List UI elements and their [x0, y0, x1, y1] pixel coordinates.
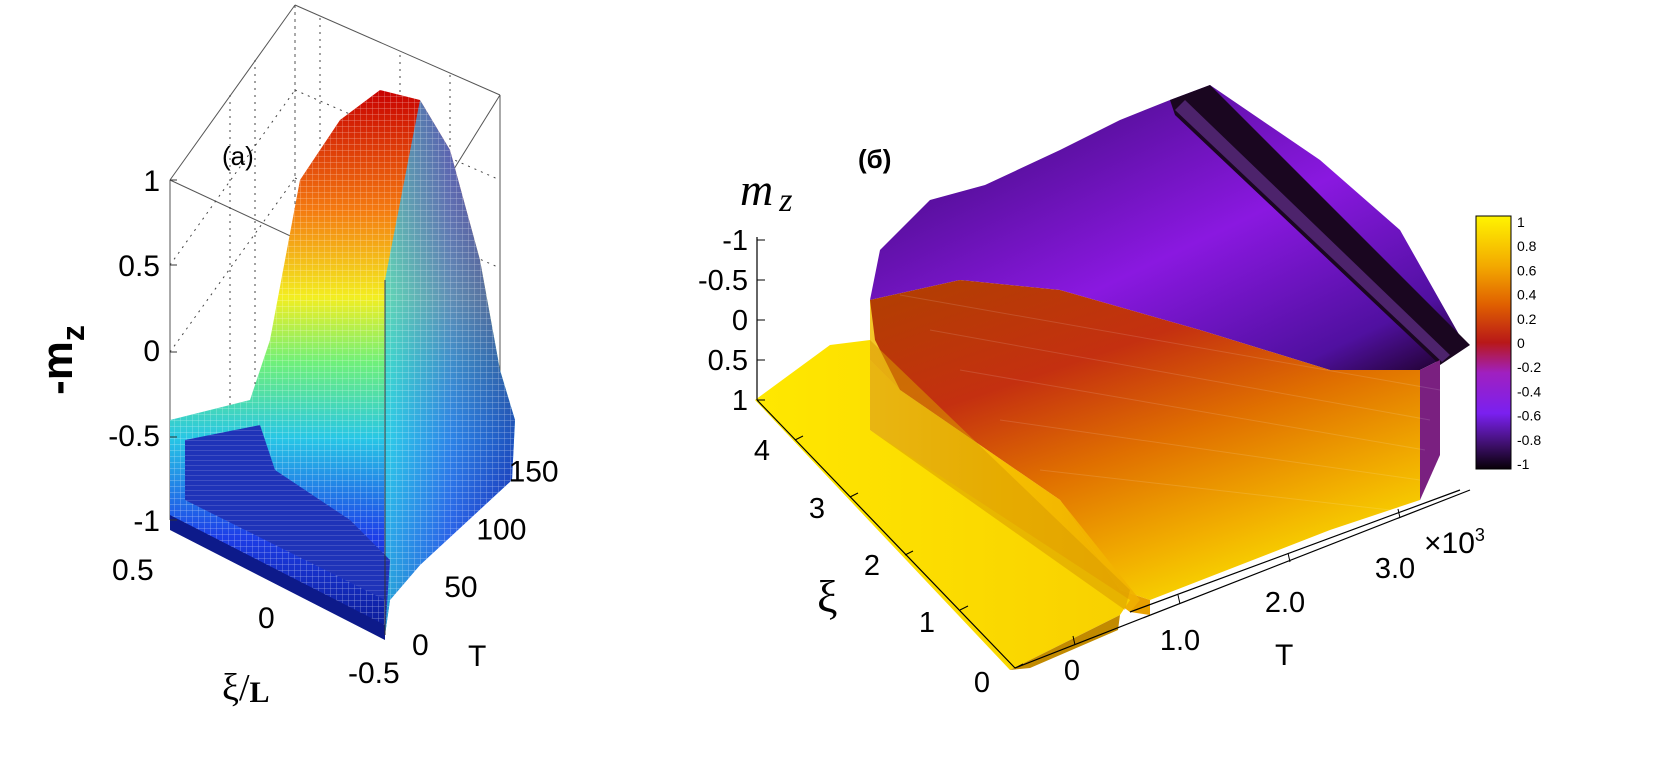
colorbar-tick-label: 1 — [1517, 214, 1525, 230]
panel-a-surface — [170, 90, 515, 640]
panel-b-z-tick-label: -1 — [722, 225, 748, 257]
colorbar-tick-label: -0.2 — [1517, 359, 1541, 375]
colorbar-tick-label: -0.4 — [1517, 383, 1541, 399]
panel-b-z-tick-label: -0.5 — [698, 265, 748, 297]
panel-b-z-tick-label: 0.5 — [708, 345, 748, 377]
panel-a-y-tick-label: 100 — [476, 513, 526, 546]
panel-b-z-tick-marks — [757, 239, 765, 401]
panel-b-y-tick-label: 1 — [919, 607, 935, 639]
colorbar-tick-label: -0.8 — [1517, 432, 1541, 448]
panel-a-z-tick-label: 1 — [143, 165, 160, 198]
svg-text:-mz: -mz — [33, 325, 91, 395]
panel-b-x-axis-label: T — [1275, 639, 1293, 672]
panel-a-z-tick-labels: 1 0.5 0 -0.5 -1 — [108, 165, 160, 538]
panel-a-z-tick-label: 0.5 — [118, 250, 160, 283]
panel-b-x-tick-label: 0 — [1064, 655, 1080, 687]
panel-a-y-tick-labels: 0 50 100 150 — [412, 456, 559, 662]
panel-a-z-tick-label: -1 — [133, 505, 160, 538]
colorbar-tick-label: 0.6 — [1517, 262, 1537, 278]
colorbar-tick-label: -0.6 — [1517, 408, 1541, 424]
panel-b-z-tick-label: 1 — [732, 385, 748, 417]
panel-a-x-tick-label: 0.5 — [112, 554, 154, 587]
panel-a-y-tick-label: 50 — [444, 571, 477, 604]
colorbar-tick-label: 0.4 — [1517, 287, 1537, 303]
panel-a-x-tick-label: -0.5 — [348, 657, 400, 690]
panel-a-x-tick-label: 0 — [258, 602, 275, 635]
panel-a-z-tick-label: -0.5 — [108, 420, 160, 453]
panel-b-x-multiplier: ×103 — [1424, 525, 1485, 560]
panel-b-x-tick-labels: 0 1.0 2.0 3.0 — [1064, 553, 1415, 687]
panel-a-z-ticks — [170, 179, 177, 521]
panel-b-y-axis-label: ξ — [817, 571, 838, 622]
panel-b-y-tick-marks — [794, 435, 1024, 669]
colorbar-tick-label: 0.2 — [1517, 311, 1537, 327]
panel-b-z-tick-labels: -1 -0.5 0 0.5 1 — [698, 225, 748, 417]
panel-a-z-tick-label: 0 — [143, 335, 160, 368]
panel-a-y-axis-label: T — [468, 640, 486, 673]
panel-b-y-tick-labels: 0 1 2 3 4 — [754, 435, 990, 699]
panel-b-surface — [755, 85, 1470, 670]
panel-b-y-tick-label: 0 — [974, 667, 990, 699]
panel-a-x-tick-labels: 0.5 0 -0.5 — [112, 554, 400, 690]
panel-a-label: (a) — [222, 141, 254, 171]
panel-b-label: (б) — [858, 144, 891, 174]
panel-b-y-tick-label: 4 — [754, 435, 770, 467]
panel-b-colorbar: 1 0.8 0.6 0.4 0.2 0 -0.2 -0.4 -0.6 -0.8 -1 — [1475, 214, 1541, 472]
colorbar-tick-labels: 1 0.8 0.6 0.4 0.2 0 -0.2 -0.4 -0.6 -0.8 -1 — [1517, 214, 1541, 472]
panel-b-y-tick-label: 3 — [809, 493, 825, 525]
colorbar-tick-label: 0 — [1517, 335, 1525, 351]
panel-b-z-tick-label: 0 — [732, 305, 748, 337]
colorbar-tick-label: -1 — [1517, 456, 1530, 472]
panel-b-x-tick-label: 1.0 — [1160, 625, 1200, 657]
panel-a-y-tick-label: 0 — [412, 629, 429, 662]
panel-b-x-tick-marks — [1072, 508, 1401, 646]
panel-b-x-tick-label: 3.0 — [1375, 553, 1415, 585]
panel-b-axes — [756, 237, 1471, 669]
panel-a-z-axis-label: -mz — [33, 325, 91, 395]
panel-a-y-tick-label: 150 — [509, 456, 559, 489]
panel-a-x-axis-label: ξ/L — [222, 667, 270, 709]
colorbar-tick-label: 0.8 — [1517, 238, 1537, 254]
panel-b-x-tick-label: 2.0 — [1265, 587, 1305, 619]
colorbar-gradient — [1475, 215, 1512, 470]
panel-b-y-tick-label: 2 — [864, 550, 880, 582]
panel-a: 1 0.5 0 -0.5 -1 0.5 0 -0.5 0 50 100 150 (a) -mz ξ… — [33, 4, 559, 709]
